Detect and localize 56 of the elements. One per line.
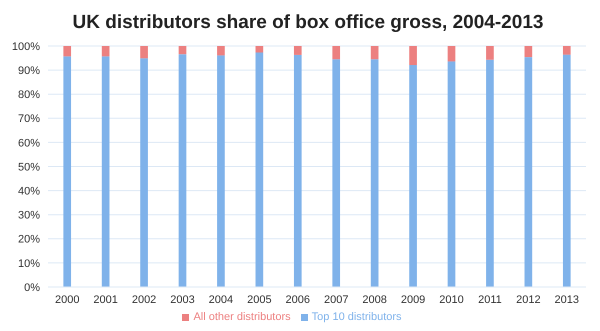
x-tick-label: 2010: [439, 294, 464, 306]
bar: [256, 46, 264, 53]
bar: [217, 55, 225, 287]
x-tick-label: 2000: [54, 294, 80, 306]
bar: [486, 46, 494, 60]
bar: [370, 59, 378, 287]
bar: [524, 46, 532, 58]
y-tick-label: 60%: [18, 137, 40, 150]
bar: [370, 46, 378, 60]
bar: [409, 46, 417, 66]
bar: [256, 52, 264, 287]
bar: [486, 60, 494, 287]
bar: [524, 57, 532, 287]
y-tick-label: 50%: [18, 161, 40, 174]
bar: [102, 46, 110, 56]
x-tick-label: 2011: [478, 294, 502, 306]
x-tick-label: 2007: [324, 294, 348, 306]
bar: [140, 58, 148, 287]
y-tick-label: 30%: [18, 210, 40, 222]
x-tick-label: 2009: [400, 294, 426, 306]
x-tick-label: 2012: [516, 294, 541, 306]
bar: [178, 46, 186, 54]
legend-label: Top 10 distributors: [312, 311, 402, 323]
bar: [63, 46, 72, 56]
y-tick-label: 40%: [18, 186, 40, 198]
x-tick-label: 2003: [170, 294, 195, 306]
y-tick-label: 0%: [24, 282, 40, 294]
y-tick-label: 20%: [18, 234, 40, 246]
bar: [178, 54, 186, 287]
bar: [140, 46, 148, 58]
y-tick-label: 10%: [18, 258, 40, 270]
x-tick-label: 2002: [132, 294, 156, 306]
bar: [409, 65, 417, 287]
bar: [217, 46, 225, 56]
bar: [562, 54, 571, 287]
x-tick-label: 2004: [208, 294, 234, 306]
x-tick-label: 2005: [247, 294, 272, 306]
x-tick-label: 2006: [286, 294, 310, 306]
bar: [562, 46, 571, 55]
legend-label: All other distributors: [193, 311, 291, 323]
bar: [448, 46, 456, 62]
bar: [448, 61, 456, 287]
bar: [332, 59, 340, 287]
y-tick-label: 100%: [12, 40, 40, 53]
bar: [63, 56, 72, 287]
y-tick-label: 70%: [18, 113, 40, 126]
y-tick-label: 90%: [18, 65, 40, 78]
x-tick-label: 2001: [93, 294, 118, 306]
y-tick-label: 80%: [18, 89, 40, 102]
bar: [294, 46, 302, 55]
x-tick-label: 2008: [362, 294, 387, 306]
bar: [332, 46, 340, 60]
chart-title: UK distributors share of box office gross, 2004-2013: [72, 11, 544, 35]
bar: [102, 56, 110, 287]
bar: [294, 54, 302, 287]
x-tick-label: 2013: [554, 294, 580, 306]
